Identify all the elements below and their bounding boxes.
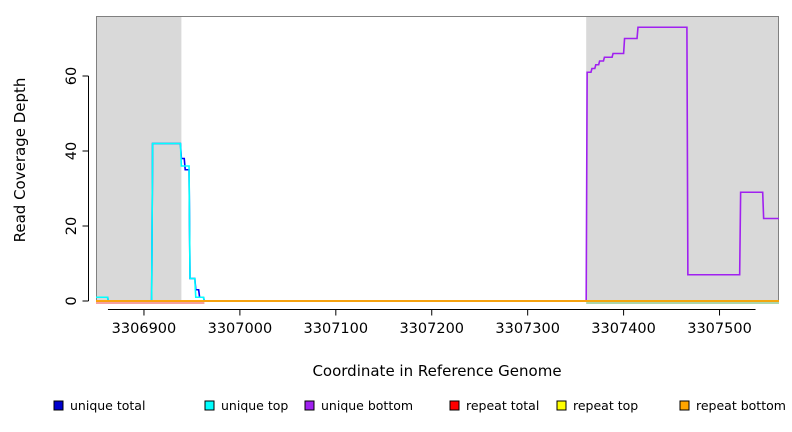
repeat-region-right [586,16,779,301]
axes-group [82,75,756,316]
shaded-regions-group [96,16,779,301]
legend-swatch-unique-total [53,400,64,411]
legend-swatch-unique-top [204,400,215,411]
x-tick-label: 3307200 [399,321,464,337]
legend-swatch-repeat-bottom [679,400,690,411]
series-unique-bottom [96,26,779,302]
x-tick-label: 3307500 [687,321,752,337]
x-tick-label: 3306900 [112,321,177,337]
legend-swatch-unique-bottom [304,400,315,411]
legend-swatch-repeat-total [449,400,460,411]
y-tick-label: 40 [64,142,80,160]
legend-swatch-repeat-top [556,400,567,411]
data-series-group [96,26,779,302]
x-tick-label: 3307300 [495,321,560,337]
x-tick-label: 3307400 [591,321,656,337]
x-axis-title: Coordinate in Reference Genome [312,362,561,380]
legend-label-unique-bottom: unique bottom [321,398,413,413]
x-tick-label: 3307100 [304,321,369,337]
y-axis-title: Read Coverage Depth [11,78,29,243]
chart-legend: unique total unique top unique bottom repea… [53,398,786,413]
repeat-region-left [96,16,182,301]
x-tick-label: 3307000 [208,321,273,337]
legend-label-repeat-bottom: repeat bottom [696,398,786,413]
y-tick-label: 60 [64,67,80,85]
legend-label-repeat-top: repeat top [573,398,638,413]
y-tick-label: 20 [64,217,80,235]
legend-label-repeat-total: repeat total [466,398,539,413]
x-tick-labels: 3306900 3307000 3307100 3307200 3307300 33074… [112,321,752,337]
legend-label-unique-total: unique total [70,398,145,413]
y-tick-labels: 0 20 40 60 [64,67,80,306]
y-tick-label: 0 [64,296,80,305]
legend-label-unique-top: unique top [221,398,288,413]
